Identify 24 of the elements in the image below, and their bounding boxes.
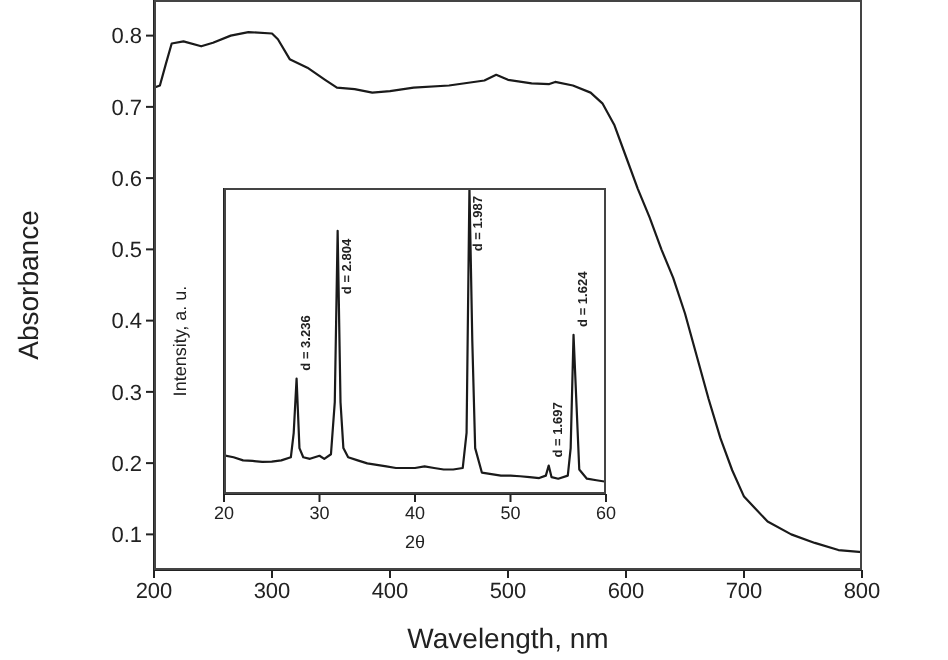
y-tick-label: 0.3: [111, 381, 142, 406]
x-axis-title: Wavelength, nm: [407, 622, 609, 654]
x-axis-title: 2θ: [404, 532, 426, 552]
x-tick-label: 60: [595, 502, 617, 523]
x-tick-label: 200: [135, 579, 173, 604]
x-tick-label: 800: [843, 579, 881, 604]
y-tick-label: 0.6: [111, 167, 142, 192]
y-axis-title: Intensity, a. u.: [170, 285, 191, 397]
y-tick-label: 0.4: [111, 310, 142, 335]
x-tick-label: 700: [725, 579, 763, 604]
x-tick-label: 50: [500, 502, 521, 523]
y-tick-label: 0.2: [111, 452, 142, 477]
x-tick-label: 500: [489, 579, 527, 604]
x-tick-label: 30: [309, 502, 330, 523]
x-tick-label: 20: [213, 502, 235, 523]
y-tick-label: 0.7: [111, 96, 142, 121]
x-tick-label: 400: [371, 579, 409, 604]
y-axis-title: Absorbance: [11, 209, 44, 360]
y-tick-label: 0.8: [111, 25, 142, 50]
x-tick-label: 40: [404, 502, 426, 523]
x-tick-label: 600: [607, 579, 645, 604]
y-tick-label: 0.5: [111, 239, 142, 264]
y-tick-label: 0.1: [111, 524, 142, 549]
x-tick-label: 300: [253, 579, 291, 604]
